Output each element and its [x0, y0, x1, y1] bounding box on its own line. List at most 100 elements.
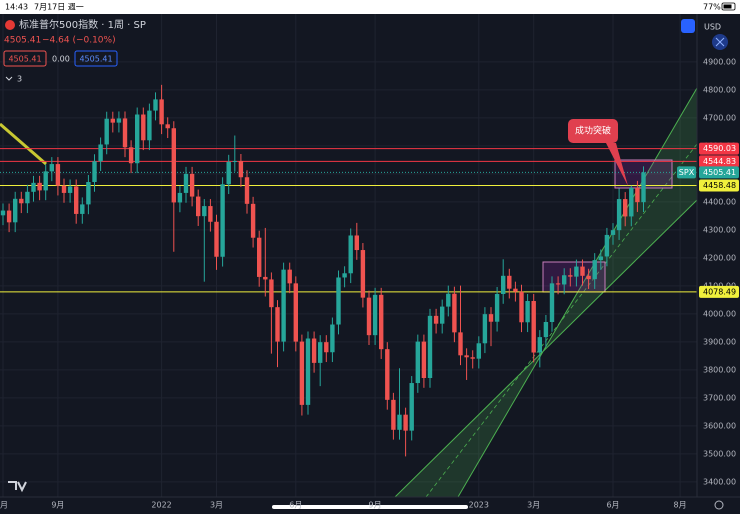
candle-body	[476, 343, 481, 359]
candle-body	[604, 234, 610, 257]
candle-body	[189, 173, 195, 197]
price-label-bg	[699, 285, 739, 298]
candle-body	[440, 306, 445, 324]
candle-body	[293, 283, 298, 342]
candle-body	[55, 164, 61, 186]
value-box[interactable]	[74, 50, 118, 67]
candle-body	[555, 283, 561, 285]
price-label: 4590.03	[703, 144, 736, 153]
value-box-text: 4505.41	[79, 55, 112, 64]
candle-body	[598, 256, 603, 261]
candle-body	[330, 324, 335, 353]
candle-body	[421, 341, 427, 378]
candle-body	[324, 342, 329, 353]
x-tick-label: 月	[0, 501, 8, 510]
value-box[interactable]	[3, 50, 47, 67]
candle-body	[592, 260, 597, 280]
y-tick-label: 4000.00	[703, 309, 736, 318]
indicator-count[interactable]: 3	[17, 75, 22, 84]
scale-icon	[715, 37, 725, 47]
candle-body	[616, 199, 622, 231]
candle-body	[488, 314, 494, 322]
candle-body	[116, 118, 122, 123]
candle-body	[299, 341, 305, 405]
value-text: 0.00	[52, 55, 70, 64]
price-label-bg	[699, 179, 739, 192]
candle-body	[232, 161, 237, 162]
currency[interactable]: USD	[704, 23, 721, 32]
candle-body	[623, 199, 628, 217]
price-label: 4458.48	[703, 181, 736, 190]
x-tick-label: 6月	[606, 501, 619, 510]
candle-body	[6, 210, 12, 223]
candle-body	[177, 192, 183, 203]
y-tick-label: 3800.00	[703, 365, 736, 374]
candle-body	[433, 315, 439, 324]
y-tick-label: 3500.00	[703, 449, 736, 458]
candle-body	[287, 269, 292, 284]
candle-body	[122, 118, 128, 148]
candle-body	[586, 275, 591, 280]
y-tick-label: 4700.00	[703, 113, 736, 122]
price-label-bg	[699, 155, 739, 168]
candle-body	[385, 349, 390, 400]
x-tick-label: 6月	[289, 501, 302, 510]
x-tick-label: 2022	[151, 501, 171, 510]
symbol-title[interactable]: 标准普尔500指数 · 1周 · SP	[19, 18, 146, 31]
price-lines	[0, 148, 697, 293]
candle-body	[629, 187, 634, 217]
x-tick-label: 3月	[210, 501, 223, 510]
candle-body	[525, 301, 530, 323]
candle-body	[0, 210, 6, 216]
calc-button[interactable]	[681, 19, 695, 33]
candle-body	[13, 198, 18, 223]
candle-body	[202, 206, 207, 217]
candle-body	[360, 250, 366, 298]
collapse-icon[interactable]	[5, 76, 13, 81]
candle-body	[128, 147, 134, 164]
y-tick-label: 4300.00	[703, 225, 736, 234]
y-tick-label: 4200.00	[703, 253, 736, 262]
candle-body	[61, 185, 67, 193]
candle-body	[141, 114, 146, 141]
candle-body	[147, 110, 152, 141]
candle-body	[635, 187, 640, 203]
candle-body	[354, 235, 359, 251]
candle-body	[86, 182, 91, 205]
y-tick-label: 4900.00	[703, 57, 736, 66]
price-change: −4.64 (−0.10%)	[42, 36, 116, 46]
candle-body	[43, 171, 48, 191]
x-tick-label: 3月	[527, 501, 540, 510]
y-tick-label: 4100.00	[703, 281, 736, 290]
y-tick-label: 3400.00	[703, 477, 736, 486]
candle-body	[183, 173, 189, 193]
candle-body	[238, 161, 244, 178]
price-label: 4078.49	[703, 287, 736, 296]
candle-body	[397, 414, 402, 430]
price-axis: 3400.00 3500.00 3600.00 3700.00 3800.00 3900.…	[677, 57, 739, 486]
candle-body	[25, 191, 30, 204]
candle-body	[305, 338, 311, 405]
candle-body	[336, 277, 341, 325]
settings-icon[interactable]	[714, 500, 724, 510]
candle-body	[263, 276, 268, 280]
candle-body	[80, 204, 85, 214]
candle-body	[580, 266, 585, 276]
candle-body	[318, 342, 323, 363]
candle-body	[244, 177, 250, 204]
x-tick-label: 2023	[469, 501, 489, 510]
candle-body	[507, 275, 512, 289]
candle-body	[409, 383, 414, 431]
symbol-tag-bg	[677, 166, 696, 179]
candle-body	[494, 294, 500, 322]
y-tick-label: 3600.00	[703, 421, 736, 430]
candle-body	[31, 182, 36, 192]
candle-body	[464, 355, 469, 358]
candle-body	[391, 399, 396, 430]
symbol-logo	[5, 20, 15, 30]
candle-body	[513, 288, 518, 292]
candle-body	[427, 315, 433, 378]
